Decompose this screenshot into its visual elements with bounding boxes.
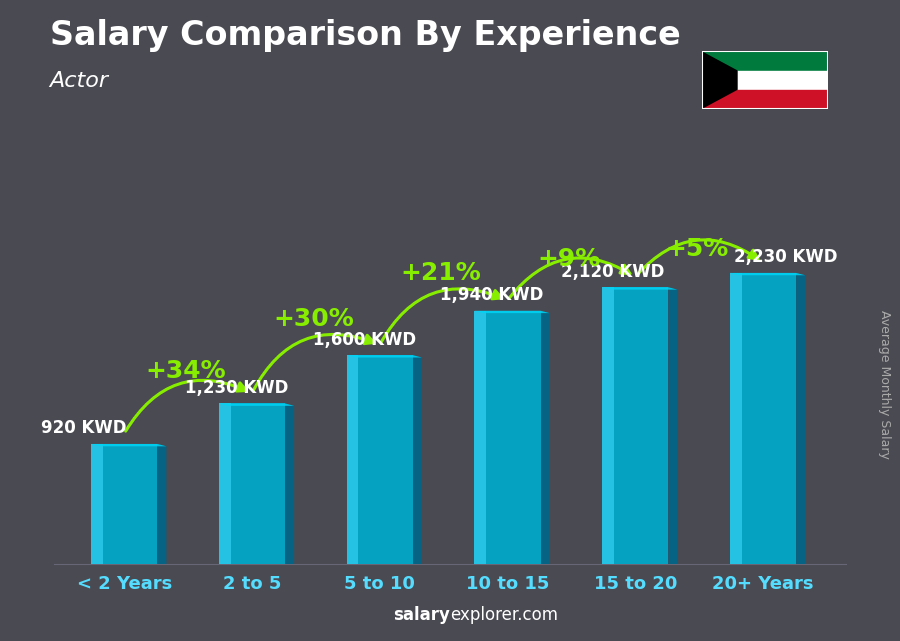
Text: +21%: +21% bbox=[400, 261, 482, 285]
Polygon shape bbox=[602, 287, 669, 564]
Polygon shape bbox=[474, 311, 550, 313]
Polygon shape bbox=[346, 355, 358, 564]
Text: Actor: Actor bbox=[50, 71, 109, 90]
Text: 1,600 KWD: 1,600 KWD bbox=[313, 331, 416, 349]
Polygon shape bbox=[602, 287, 678, 290]
Polygon shape bbox=[91, 444, 166, 446]
Text: 2,120 KWD: 2,120 KWD bbox=[561, 263, 664, 281]
Text: salary: salary bbox=[393, 606, 450, 624]
Text: 2,230 KWD: 2,230 KWD bbox=[734, 248, 838, 267]
Polygon shape bbox=[346, 355, 422, 358]
Text: Salary Comparison By Experience: Salary Comparison By Experience bbox=[50, 19, 680, 52]
Polygon shape bbox=[669, 287, 678, 567]
Text: +9%: +9% bbox=[537, 247, 600, 271]
Polygon shape bbox=[541, 311, 550, 567]
Polygon shape bbox=[474, 311, 541, 564]
Polygon shape bbox=[285, 403, 294, 567]
Polygon shape bbox=[91, 444, 103, 564]
Polygon shape bbox=[413, 355, 422, 567]
Polygon shape bbox=[730, 273, 796, 564]
Polygon shape bbox=[730, 273, 742, 564]
Polygon shape bbox=[158, 444, 166, 567]
Text: 1,940 KWD: 1,940 KWD bbox=[440, 287, 544, 304]
Polygon shape bbox=[219, 403, 294, 406]
Polygon shape bbox=[219, 403, 285, 564]
Polygon shape bbox=[730, 273, 806, 275]
Polygon shape bbox=[219, 403, 230, 564]
Text: explorer.com: explorer.com bbox=[450, 606, 558, 624]
Polygon shape bbox=[346, 355, 413, 564]
Bar bbox=[702, 51, 828, 71]
Text: +5%: +5% bbox=[665, 237, 728, 262]
Polygon shape bbox=[474, 311, 486, 564]
Text: +34%: +34% bbox=[145, 359, 226, 383]
Polygon shape bbox=[702, 51, 738, 109]
Polygon shape bbox=[602, 287, 614, 564]
Text: 1,230 KWD: 1,230 KWD bbox=[185, 379, 288, 397]
Bar bbox=[702, 90, 828, 109]
Polygon shape bbox=[91, 444, 158, 564]
Text: Average Monthly Salary: Average Monthly Salary bbox=[878, 310, 890, 459]
Polygon shape bbox=[796, 273, 806, 567]
Text: +30%: +30% bbox=[273, 306, 354, 331]
Text: 920 KWD: 920 KWD bbox=[40, 419, 126, 437]
Bar bbox=[702, 71, 828, 90]
